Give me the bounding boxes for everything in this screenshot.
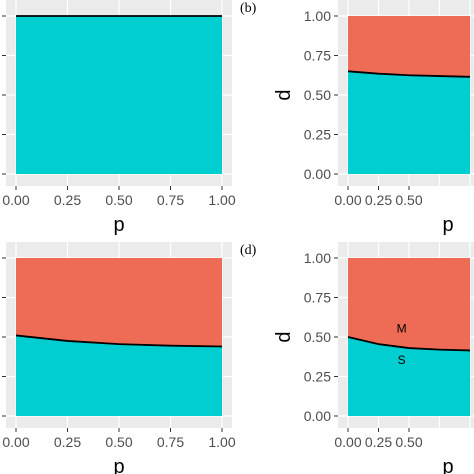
y-axis-label: d [273, 331, 295, 342]
region-m [348, 258, 470, 351]
x-tick-label: 0.25 [365, 434, 392, 450]
region-s [16, 335, 222, 416]
x-tick-label: 0.00 [334, 434, 361, 450]
x-axis-label: p [113, 214, 124, 236]
y-tick-label: 0.25 [304, 369, 331, 385]
x-tick-label: 0.25 [54, 192, 81, 208]
x-tick-label: 1.00 [208, 192, 235, 208]
panel-3: 0.00 0.25 0.50 0.75 1.00 p (d) [2, 242, 257, 474]
y-tick-label: 1.00 [304, 8, 331, 24]
panel-tag: (b) [240, 1, 257, 16]
boundary-line [347, 336, 471, 352]
region-s [348, 71, 470, 174]
x-tick-label: 0.75 [157, 192, 184, 208]
x-axis-label: p [442, 456, 453, 474]
x-tick-label: 0.50 [105, 434, 132, 450]
x-tick-label: 0.50 [395, 192, 422, 208]
x-tick-label: 1.00 [208, 434, 235, 450]
region-label-m: M [397, 321, 407, 335]
region-m [16, 258, 222, 347]
region-s [348, 337, 470, 416]
y-tick-label: 0.50 [304, 87, 331, 103]
panel-tag: (d) [240, 243, 257, 258]
x-axis-label: p [442, 214, 453, 236]
x-tick-label: 0.00 [2, 434, 29, 450]
panel-1: 0.00 0.25 0.50 0.75 1.00 p [2, 0, 236, 236]
y-tick-label: 0.00 [304, 408, 331, 424]
x-tick-label: 0.50 [395, 434, 422, 450]
x-tick-label: 0.50 [105, 192, 132, 208]
x-tick-label: 0.00 [2, 192, 29, 208]
region-label-s: S [398, 353, 406, 367]
y-tick-label: 1.00 [304, 250, 331, 266]
y-axis-label: d [273, 89, 295, 100]
y-tick-label: 0.50 [304, 329, 331, 345]
x-tick-label: 0.25 [54, 434, 81, 450]
y-tick-label: 0.75 [304, 48, 331, 64]
x-axis-label: p [113, 456, 124, 474]
x-tick-label: 0.25 [365, 192, 392, 208]
y-tick-label: 0.00 [304, 166, 331, 182]
boundary-line [15, 334, 223, 348]
region-m [348, 16, 470, 77]
y-tick-label: 0.25 [304, 127, 331, 143]
boundary-line [347, 70, 471, 78]
y-tick-label: 0.75 [304, 290, 331, 306]
x-tick-label: 0.00 [334, 192, 361, 208]
x-tick-label: 0.75 [157, 434, 184, 450]
region-s [16, 16, 222, 174]
